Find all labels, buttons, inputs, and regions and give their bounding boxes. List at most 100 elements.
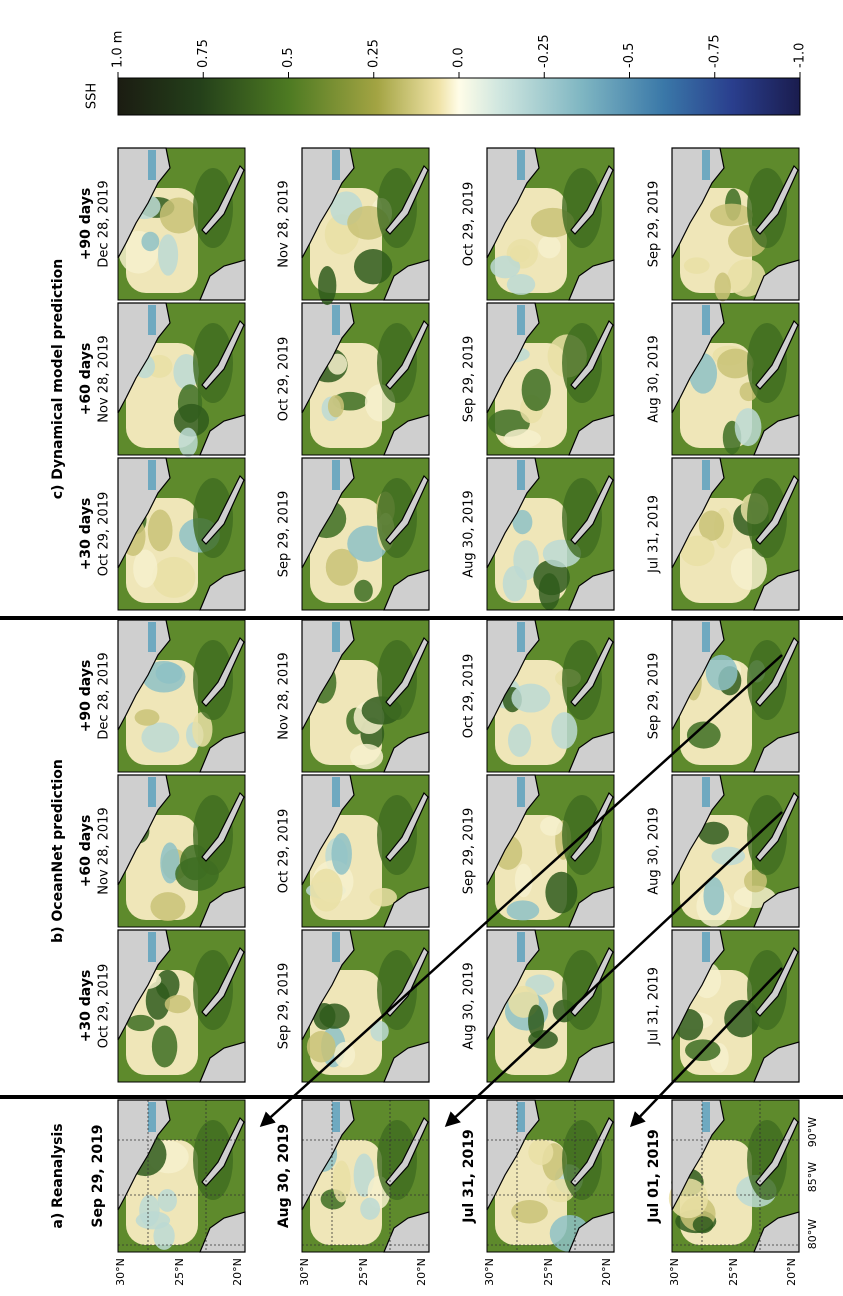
- land: [671, 457, 725, 569]
- eddy: [354, 579, 373, 602]
- eddy: [151, 1025, 178, 1068]
- land: [671, 147, 725, 259]
- panel-frame: [486, 1099, 615, 1253]
- map-panels: [117, 147, 800, 1253]
- eddy: [744, 869, 767, 893]
- eddy: [717, 348, 754, 379]
- date-label: Sep 29, 2019: [277, 963, 292, 1050]
- date-label: Nov 28, 2019: [97, 335, 112, 422]
- panel-frame: [486, 302, 615, 456]
- date-label: Oct 29, 2019: [462, 182, 477, 267]
- panel-frame: [301, 774, 430, 928]
- land: [117, 302, 171, 414]
- map-panel: [117, 1099, 246, 1253]
- land: [755, 791, 799, 862]
- panel-frame: [671, 619, 800, 773]
- eddy: [711, 846, 746, 866]
- colorbar-tick-label: -0.25: [537, 34, 552, 68]
- eddy: [334, 1041, 356, 1068]
- lat-label: 20°N: [785, 1258, 798, 1286]
- eddy: [698, 821, 729, 845]
- florida-strait: [702, 932, 710, 962]
- colorbar-tick-label: -1.0: [793, 43, 808, 68]
- panel-frame: [301, 1099, 430, 1253]
- land: [486, 302, 540, 414]
- date-label: Sep 29, 2019: [277, 491, 292, 578]
- section-title: a) Reanalysis: [50, 1123, 66, 1228]
- map-panel: [301, 302, 430, 456]
- gulf: [680, 815, 752, 920]
- eddy: [313, 1002, 336, 1030]
- eddy: [164, 995, 191, 1014]
- eddy: [686, 721, 721, 749]
- date-label: Sep 29, 2019: [462, 808, 477, 895]
- eddy: [683, 257, 710, 274]
- florida-strait: [517, 460, 525, 490]
- arrow: [629, 967, 783, 1128]
- map-panel: [486, 929, 615, 1083]
- land: [385, 791, 429, 862]
- eddy: [509, 245, 530, 263]
- map-panel: [301, 929, 430, 1083]
- date-label: Oct 29, 2019: [277, 337, 292, 422]
- lat-label: 30°N: [298, 1258, 311, 1286]
- land: [301, 302, 355, 414]
- eddy: [160, 842, 180, 884]
- eddy: [139, 1194, 160, 1227]
- lat-label: 25°N: [727, 1258, 740, 1286]
- eddy: [705, 654, 738, 691]
- map-panel: [301, 1099, 430, 1253]
- eddy: [730, 548, 767, 591]
- florida-strait: [517, 1102, 525, 1132]
- date-label: Aug 30, 2019: [647, 335, 662, 422]
- panel-frame: [486, 147, 615, 301]
- date-label: Aug 30, 2019: [647, 807, 662, 894]
- land: [201, 474, 245, 545]
- lat-label: 20°N: [415, 1258, 428, 1286]
- panel-frame: [117, 619, 246, 773]
- florida-strait: [332, 1102, 340, 1132]
- map-panel: [301, 457, 430, 611]
- map-panel: [117, 774, 246, 928]
- lat-label: 25°N: [542, 1258, 555, 1286]
- florida-strait: [517, 932, 525, 962]
- eddy: [145, 981, 171, 1020]
- land: [671, 302, 725, 414]
- eddy: [318, 265, 337, 306]
- eddy: [141, 231, 160, 252]
- eddy: [503, 429, 542, 448]
- florida-strait: [332, 150, 340, 180]
- eddy: [141, 722, 180, 753]
- date-label: Sep 29, 2019: [647, 181, 662, 268]
- lat-label: 30°N: [668, 1258, 681, 1286]
- panel-frame: [486, 457, 615, 611]
- land: [301, 457, 355, 569]
- eddy: [173, 353, 200, 390]
- land: [201, 164, 245, 235]
- lead-label: +90 days: [78, 660, 94, 733]
- land: [117, 619, 171, 731]
- lat-label: 30°N: [114, 1258, 127, 1286]
- land: [755, 946, 799, 1017]
- colorbar-tick-label: 1.0 m: [111, 31, 126, 68]
- date-label: Sep 29, 2019: [90, 1124, 106, 1227]
- map-panel: [486, 774, 615, 928]
- lat-label: 30°N: [483, 1258, 496, 1286]
- map-panel: [301, 147, 430, 306]
- date-label: Jul 31, 2019: [647, 967, 662, 1046]
- eddy: [158, 234, 179, 276]
- land: [755, 164, 799, 235]
- eddy: [540, 816, 563, 836]
- florida-strait: [702, 460, 710, 490]
- colorbar-tick-label: 0.5: [281, 47, 296, 68]
- eddy: [734, 408, 762, 447]
- lead-label: +60 days: [78, 815, 94, 888]
- land: [570, 164, 614, 235]
- section-title: b) OceanNet prediction: [50, 759, 66, 943]
- eddy: [506, 273, 536, 295]
- panel-frame: [671, 147, 800, 301]
- land: [201, 319, 245, 390]
- map-panel: [671, 302, 800, 456]
- lat-label: 25°N: [357, 1258, 370, 1286]
